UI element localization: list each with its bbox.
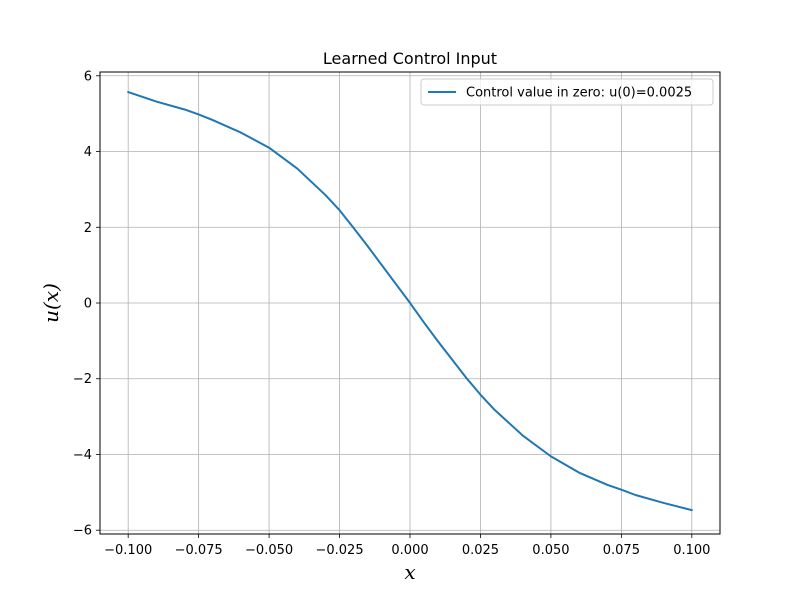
chart-title: Learned Control Input: [323, 49, 497, 68]
y-tick-label: 0: [84, 297, 92, 312]
y-tick-label: 2: [84, 221, 92, 236]
x-tick-label: 0.025: [462, 543, 499, 558]
y-tick-label: 4: [84, 145, 92, 160]
x-tick-label: −0.100: [104, 543, 152, 558]
series-layer: [127, 91, 693, 512]
x-tick-label: −0.025: [315, 543, 363, 558]
x-tick-label: −0.075: [175, 543, 223, 558]
legend-box: [420, 78, 714, 106]
y-tick-label: −2: [73, 372, 92, 387]
x-tick-label: −0.050: [245, 543, 293, 558]
y-tick-label: 6: [84, 69, 92, 84]
y-axis-label: u(x): [39, 283, 63, 323]
grid-lines: [100, 72, 720, 534]
x-axis-label: x: [404, 560, 415, 584]
x-tick-label: 0.075: [603, 543, 640, 558]
x-tick-label: 0.050: [532, 543, 569, 558]
y-tick-label: −6: [73, 524, 92, 539]
y-tick-label: −4: [73, 448, 92, 463]
x-tick-label: 0.100: [673, 543, 710, 558]
axis-ticks: −0.100 −0.075 −0.050 −0.025 0.000 0.025 0.050 0…: [73, 69, 711, 558]
series-line: [127, 91, 693, 512]
legend: Control value in zero: u(0)=0.0025: [420, 78, 714, 106]
legend-entry-label: Control value in zero: u(0)=0.0025: [466, 86, 692, 101]
x-tick-label: 0.000: [391, 543, 428, 558]
